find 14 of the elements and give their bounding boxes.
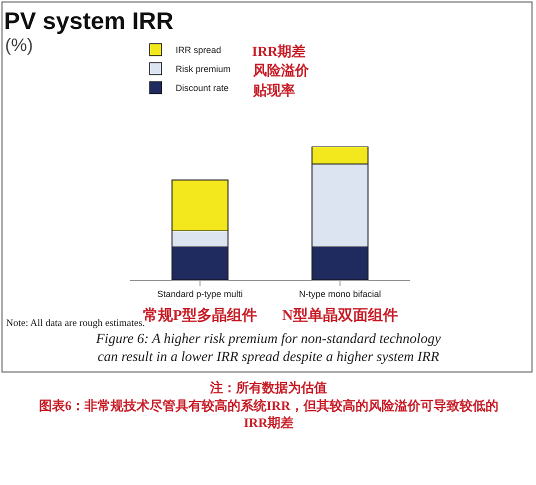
x-tick-label: Standard p-type multi 常规P型多晶组件	[142, 288, 258, 324]
text: 注：所有数据为估值	[209, 380, 327, 395]
text: 贴现率	[252, 82, 295, 99]
legend-label: Discount rate	[176, 83, 229, 94]
text: 风险溢价	[252, 63, 310, 79]
chart-title: PV system IRR	[4, 8, 174, 35]
caption: Figure 6: A higher risk premium for non-standard technology can result in a lower IRR spread despite a higher system IRR	[95, 332, 442, 366]
legend-label: Risk premium	[176, 64, 231, 74]
text: Note: All data are rough estimates.	[6, 318, 145, 329]
chart-subtitle: (%)	[5, 35, 33, 55]
text: 图表6：非常规技术尽管具有较高的系统IRR，但其较高的风险溢价可导致较低的 IRR期差	[39, 398, 498, 430]
x-tick-label: N-type mono bifacial N型单晶双面组件	[282, 288, 398, 324]
legend-label: IRR spread	[176, 45, 222, 56]
text: IRR期差	[252, 44, 306, 60]
